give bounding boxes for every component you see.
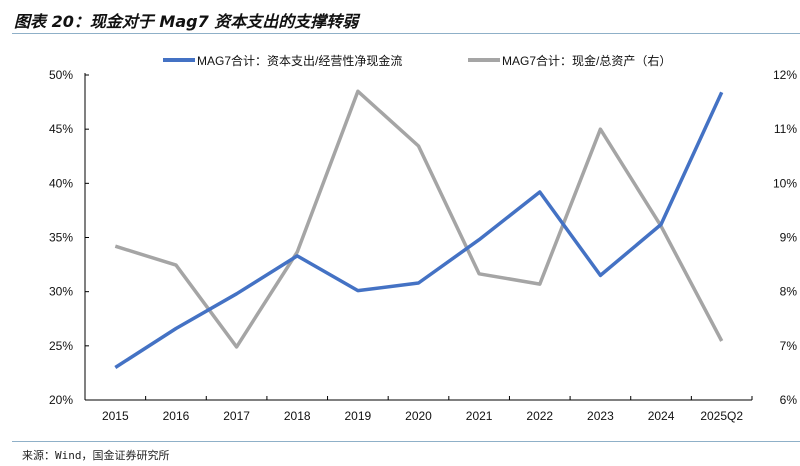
x-tick-label: 2024 bbox=[648, 409, 675, 423]
x-tick-label: 2016 bbox=[163, 409, 190, 423]
series-line-capex-to-ocf bbox=[114, 91, 724, 369]
left-tick-label: 50% bbox=[49, 68, 73, 82]
right-tick-label: 9% bbox=[780, 231, 798, 245]
right-tick-label: 8% bbox=[780, 285, 798, 299]
right-tick-label: 6% bbox=[780, 393, 798, 407]
right-tick-label: 7% bbox=[780, 339, 798, 353]
right-tick-label: 12% bbox=[773, 68, 797, 82]
series-line-cash-to-assets bbox=[114, 89, 724, 349]
x-tick-label: 2018 bbox=[284, 409, 311, 423]
legend-label: MAG7合计：资本支出/经营性净现金流 bbox=[197, 53, 402, 68]
left-tick-label: 45% bbox=[49, 122, 73, 136]
x-tick-label: 2020 bbox=[405, 409, 432, 423]
footer-divider bbox=[12, 441, 800, 442]
right-tick-label: 11% bbox=[774, 122, 797, 136]
x-tick-label: 2022 bbox=[526, 409, 553, 423]
left-tick-label: 25% bbox=[49, 339, 73, 353]
left-tick-label: 30% bbox=[49, 285, 73, 299]
x-tick-label: 2021 bbox=[466, 409, 493, 423]
x-tick-label: 2015 bbox=[102, 409, 129, 423]
left-tick-label: 40% bbox=[49, 176, 73, 190]
line-chart: 20% 25% 30% 35% 40% 45% 50% 6% 7% 8% 9% 10% 11% 12% 20… bbox=[49, 53, 798, 423]
left-tick-label: 20% bbox=[49, 393, 73, 407]
left-tick-label: 35% bbox=[49, 231, 73, 245]
x-tick-label: 2023 bbox=[587, 409, 614, 423]
legend-label: MAG7合计：现金/总资产（右） bbox=[502, 53, 671, 68]
x-tick-label: 2017 bbox=[223, 409, 250, 423]
source-note: 来源：Wind，国金证券研究所 bbox=[22, 449, 170, 462]
x-tick-label: 2019 bbox=[345, 409, 372, 423]
x-tick-label: 2025Q2 bbox=[700, 409, 743, 423]
figure-title: 图表 20：现金对于 Mag7 资本支出的支撑转弱 bbox=[14, 12, 359, 31]
right-tick-label: 10% bbox=[773, 176, 797, 190]
title-divider bbox=[12, 33, 800, 34]
